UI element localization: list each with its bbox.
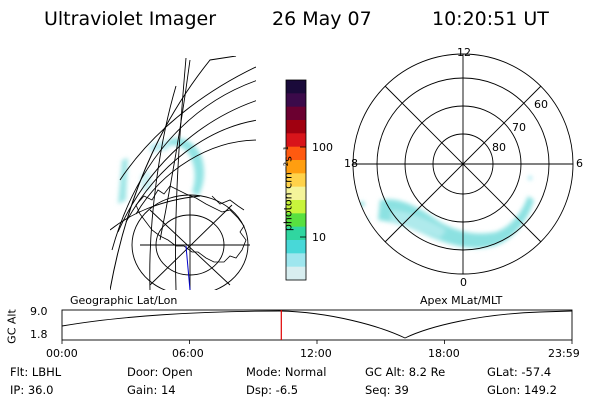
instrument-title: Ultraviolet Imager (44, 8, 217, 30)
geo-panel-label: Geographic Lat/Lon (70, 294, 178, 307)
mlat-label-60: 60 (534, 98, 548, 111)
colorbar-band (286, 146, 306, 161)
colorbar-unit-label: photon cm⁻²s⁻¹ (281, 145, 295, 232)
gc-alt-info: GC Alt: 8.2 Re (365, 365, 446, 379)
mlat-label-80: 80 (492, 141, 506, 154)
glat-info: GLat: -57.4 (487, 365, 552, 379)
mlat-label-70: 70 (512, 121, 526, 134)
filter-info: Flt: LBHL (10, 365, 62, 379)
mode-info: Mode: Normal (246, 365, 327, 379)
colorbar-tick-100: 100 (312, 141, 333, 154)
mlt-label-12: 12 (457, 46, 471, 59)
colorbar-band (286, 186, 306, 201)
colorbar-band (286, 200, 306, 214)
colorbar-band (286, 213, 306, 228)
glon-info: GLon: 149.2 (487, 383, 557, 397)
colorbar-band (286, 120, 306, 134)
door-info: Door: Open (127, 365, 193, 379)
colorbar-band (286, 133, 306, 148)
intensity-colorbar (286, 80, 306, 281)
mlt-label-6: 6 (576, 157, 583, 170)
colorbar-band (286, 173, 306, 188)
dsp-info: Dsp: -6.5 (246, 383, 299, 397)
time-tick-0000: 00:00 (46, 347, 78, 360)
colorbar-band (286, 160, 306, 174)
mlt-label-0: 0 (460, 276, 467, 289)
gain-info: Gain: 14 (127, 383, 176, 397)
altitude-ytick-low: 1.8 (30, 328, 48, 341)
colorbar-band (286, 106, 306, 121)
apex-polar-panel (352, 53, 574, 275)
altitude-axis-label: GC Alt (5, 309, 19, 344)
time-tick-0600: 06:00 (172, 347, 204, 360)
geographic-map-panel (110, 56, 256, 290)
ip-info: IP: 36.0 (10, 383, 54, 397)
colorbar-band (286, 93, 306, 108)
time-tick-1800: 18:00 (428, 347, 460, 360)
mlt-label-18: 18 (344, 157, 358, 170)
seq-info: Seq: 39 (365, 383, 409, 397)
geo-aurora-emission (118, 138, 205, 204)
colorbar-band (286, 240, 306, 254)
colorbar-band (286, 266, 306, 281)
altitude-ytick-high: 9.0 (30, 305, 48, 318)
observation-time: 10:20:51 UT (432, 8, 549, 30)
colorbar-band (286, 80, 306, 94)
time-tick-2359: 23:59 (548, 347, 580, 360)
colorbar-tick-10: 10 (312, 231, 326, 244)
polar-panel-label: Apex MLat/MLT (420, 294, 503, 307)
altitude-curve (61, 310, 573, 339)
observation-date: 26 May 07 (272, 8, 372, 30)
colorbar-band (286, 253, 306, 268)
altitude-strip-plot (61, 309, 573, 344)
coastline (135, 185, 247, 263)
time-tick-1200: 12:00 (300, 347, 332, 360)
